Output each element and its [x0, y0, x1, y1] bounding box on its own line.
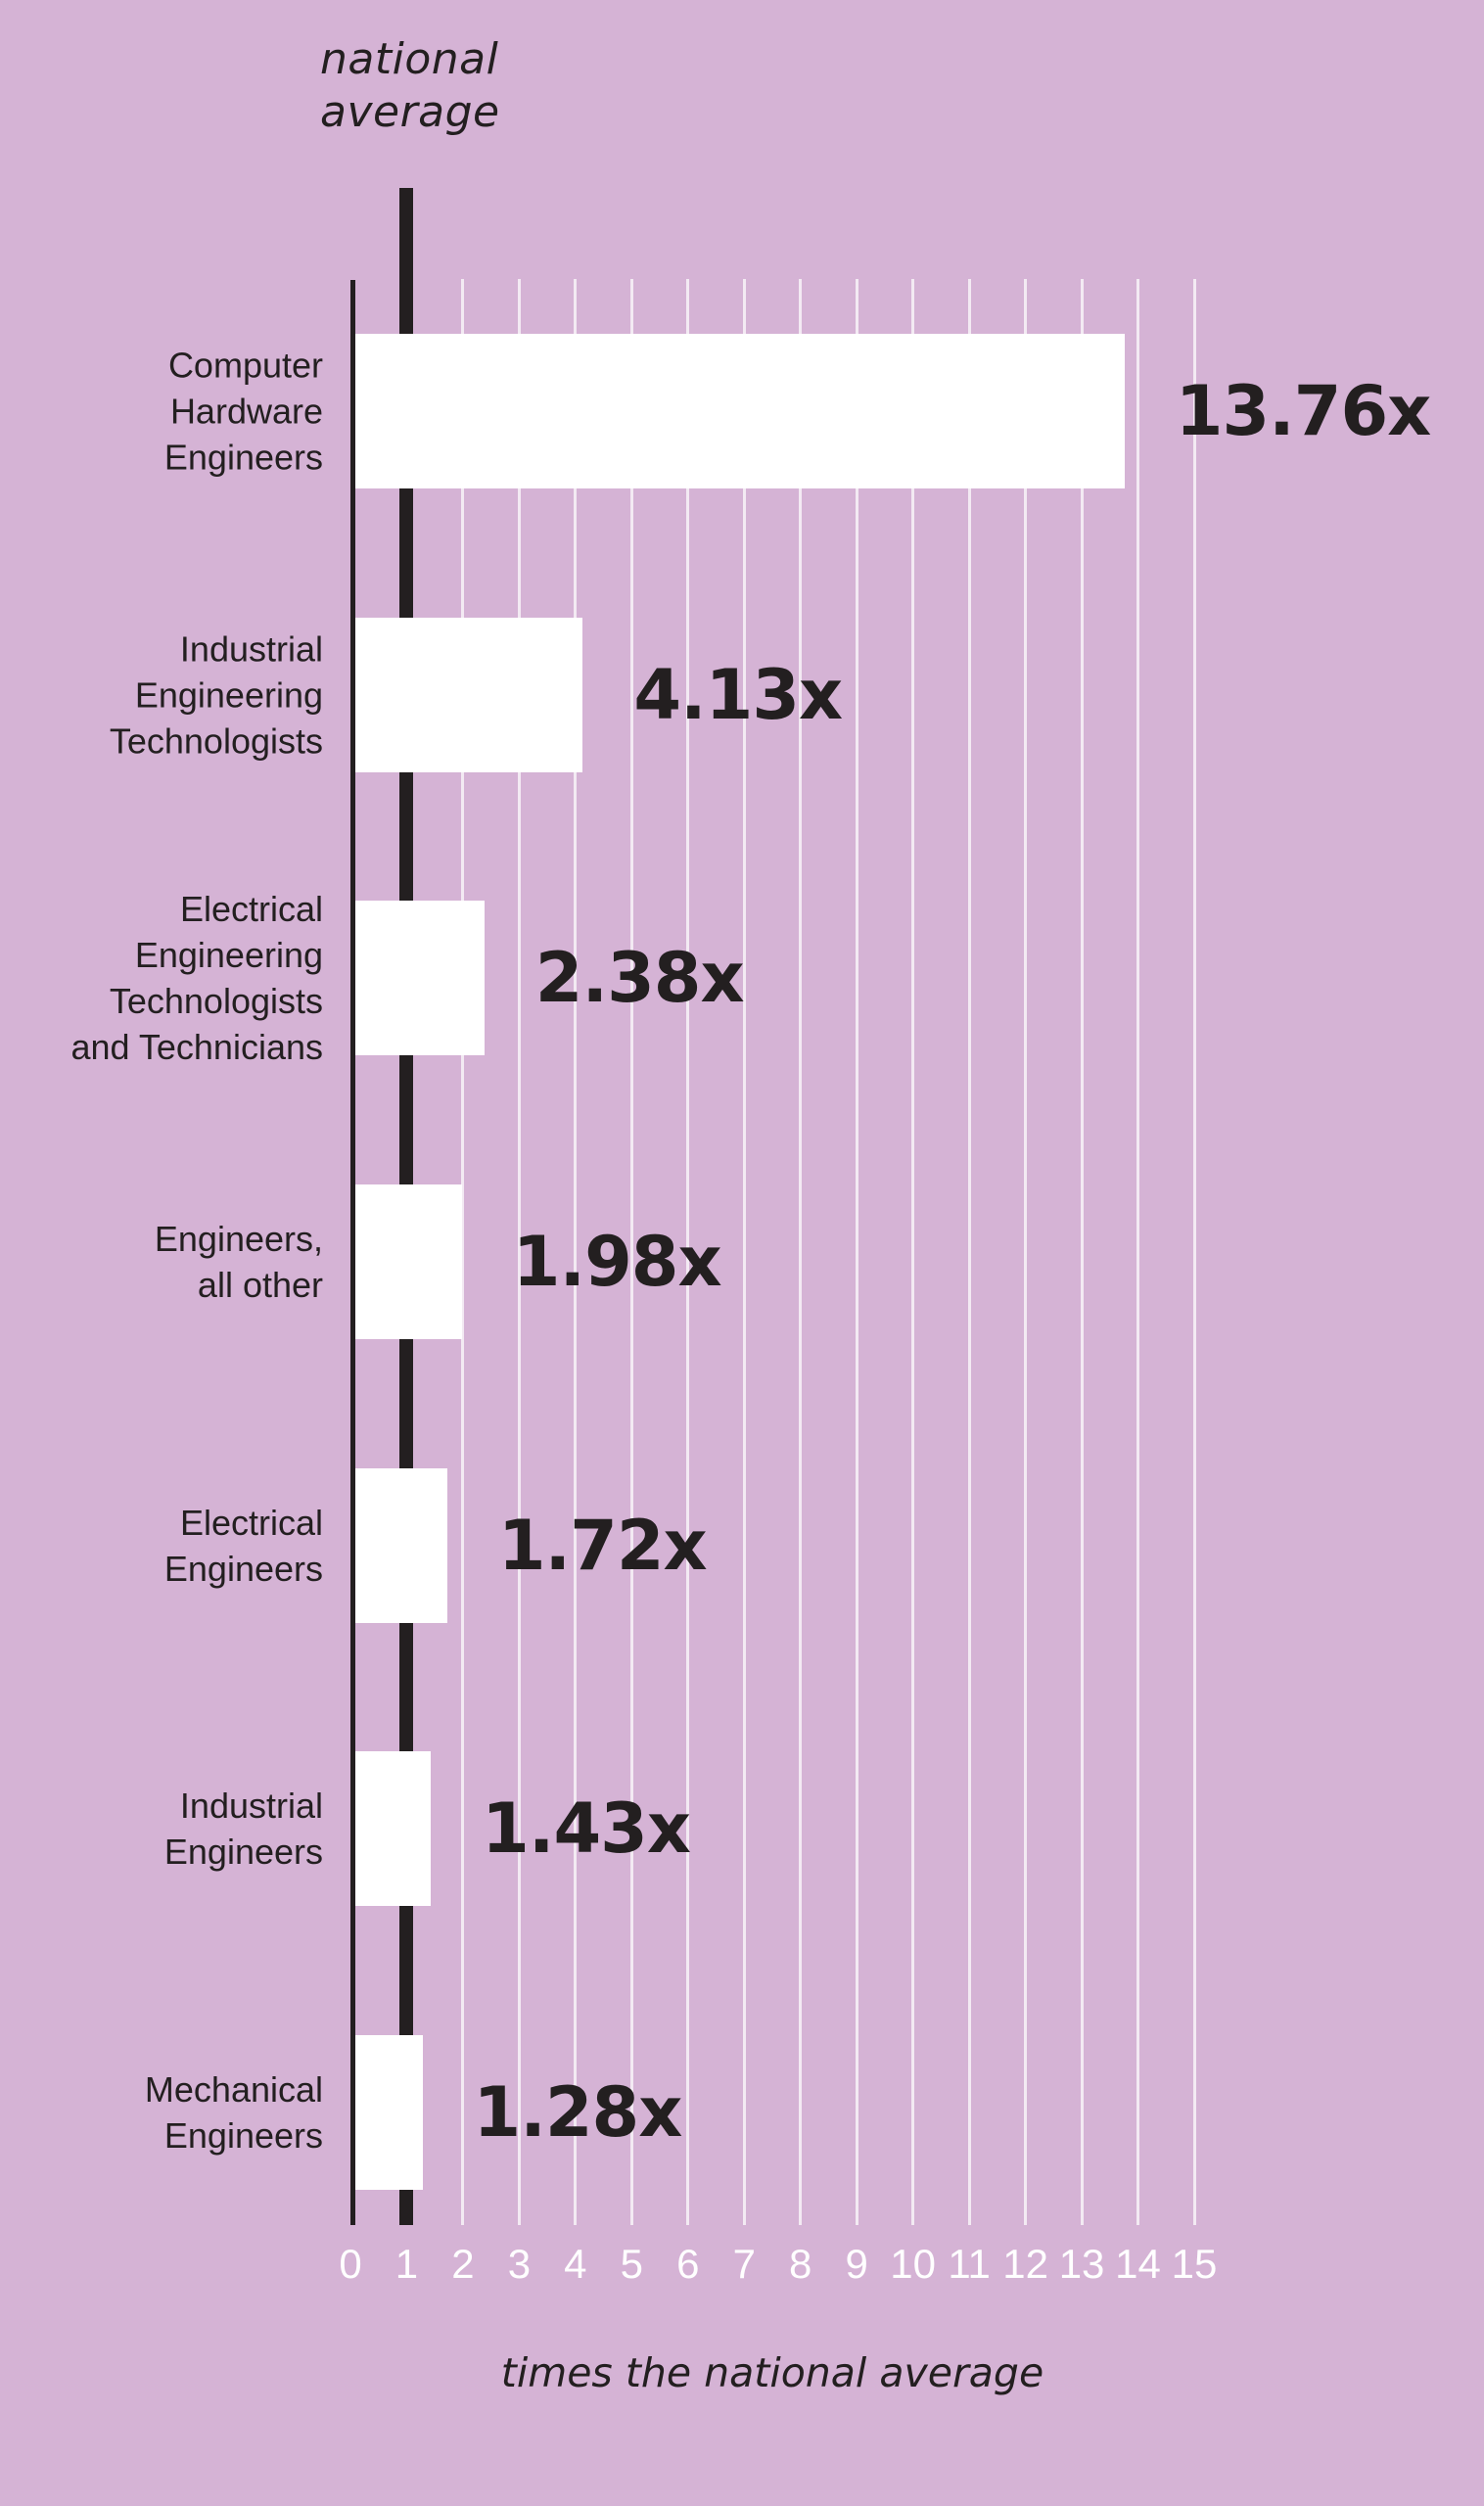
- gridline: [911, 279, 915, 2225]
- value-label: 1.28x: [473, 2072, 683, 2154]
- bar: [355, 617, 583, 772]
- value-label: 1.43x: [482, 1788, 691, 1870]
- x-tick-label: 0: [339, 2241, 362, 2287]
- gridline: [686, 279, 690, 2225]
- value-label: 13.76x: [1175, 371, 1432, 451]
- x-tick-label: 13: [1058, 2241, 1105, 2287]
- x-tick-label: 8: [789, 2241, 812, 2287]
- category-label: Engineers, all other: [154, 1219, 323, 1305]
- gridline: [1024, 279, 1028, 2225]
- x-axis-title: times the national average: [500, 2349, 1044, 2396]
- x-tick-label: 1: [394, 2241, 419, 2287]
- x-tick-label: 14: [1115, 2241, 1161, 2287]
- value-label: 4.13x: [633, 654, 843, 735]
- y-axis-line: [350, 280, 355, 2225]
- category-label: Industrial Engineers: [163, 1786, 323, 1873]
- gridline: [855, 279, 858, 2225]
- gridline: [967, 279, 971, 2225]
- gridline: [742, 279, 746, 2225]
- gridline: [1136, 279, 1140, 2225]
- bar: [355, 1751, 432, 1907]
- gridline: [799, 279, 803, 2225]
- x-tick-label: 15: [1171, 2241, 1218, 2287]
- bar: [355, 901, 485, 1056]
- x-tick-label: 6: [676, 2241, 700, 2287]
- x-tick-label: 7: [732, 2241, 756, 2287]
- x-tick-label: 5: [620, 2241, 643, 2287]
- gridline: [629, 279, 633, 2225]
- gridline: [1080, 279, 1084, 2225]
- category-label: Mechanical Engineers: [144, 2069, 323, 2157]
- bar: [355, 2035, 423, 2191]
- bar: [355, 1184, 462, 1339]
- x-tick-label: 3: [507, 2241, 532, 2287]
- gridline: [461, 279, 465, 2225]
- x-tick-label: 11: [948, 2241, 991, 2287]
- category-label: Electrical Engineers: [163, 1502, 323, 1589]
- x-tick-label: 12: [1002, 2241, 1048, 2287]
- category-label: Electrical Engineering Technologists and…: [70, 889, 323, 1068]
- gridline: [574, 279, 578, 2225]
- bar: [355, 1467, 447, 1623]
- x-tick-label: 2: [451, 2241, 475, 2287]
- reference-line-label: national average: [320, 34, 500, 137]
- value-label: 2.38x: [534, 938, 745, 1019]
- value-label: 1.98x: [512, 1222, 722, 1302]
- x-tick-label: 4: [564, 2241, 587, 2287]
- x-tick-label: 10: [890, 2241, 937, 2287]
- x-tick-label: 9: [845, 2241, 868, 2287]
- category-label: Industrial Engineering Technologists: [109, 628, 323, 762]
- gridline: [517, 279, 521, 2225]
- gridline: [1192, 279, 1196, 2225]
- bar: [355, 334, 1125, 488]
- value-label: 1.72x: [497, 1505, 708, 1586]
- category-label: Computer Hardware Engineers: [163, 345, 323, 478]
